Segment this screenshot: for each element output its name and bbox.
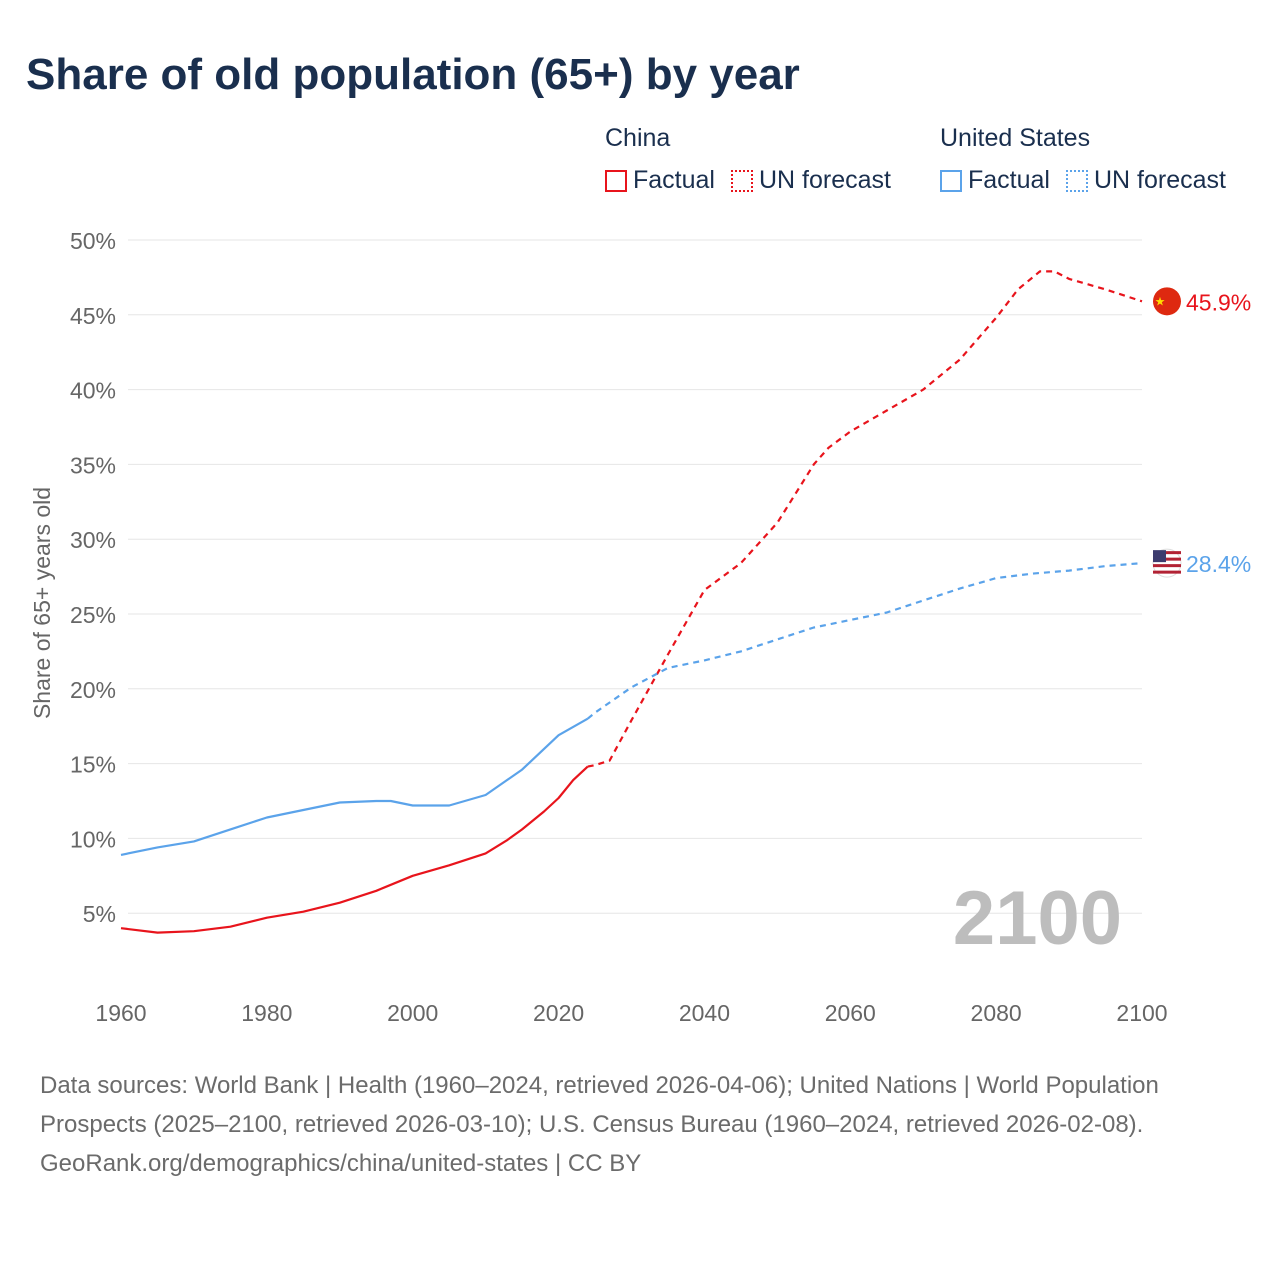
y-axis-label: Share of 65+ years old	[29, 487, 55, 719]
us-flag-stripe-icon	[1153, 557, 1181, 561]
legend-china-factual[interactable]: Factual	[605, 166, 715, 195]
solid-swatch-icon	[940, 169, 962, 192]
y-tick-label: 35%	[70, 452, 116, 478]
us-flag-stripe-icon	[1153, 551, 1181, 555]
end-label-china: 45.9%	[1186, 289, 1251, 315]
legend-china: Factual UN forecast	[605, 166, 891, 195]
series-line-1	[587, 270, 1143, 768]
dotted-swatch-icon	[730, 169, 753, 192]
x-tick-label: 2080	[971, 1000, 1022, 1026]
us-flag-stripe-icon	[1153, 564, 1181, 568]
legend-group-us-label: United States	[940, 124, 1091, 152]
x-tick-label: 1960	[95, 1000, 146, 1026]
legend-china-forecast[interactable]: UN forecast	[730, 166, 891, 195]
x-tick-label: 1980	[241, 1000, 292, 1026]
y-tick-label: 45%	[70, 303, 116, 329]
legend-label: Factual	[633, 166, 715, 194]
x-tick-label: 2100	[1116, 1000, 1167, 1026]
series-line-0	[120, 765, 589, 934]
us-flag-stripe-icon	[1153, 570, 1181, 574]
legend-us-factual[interactable]: Factual	[940, 166, 1050, 195]
legend-label: Factual	[968, 166, 1050, 194]
series-line-2	[120, 717, 589, 856]
china-flag-star-icon: ★	[1155, 294, 1166, 308]
series-line-3	[587, 562, 1143, 720]
x-tick-label: 2060	[825, 1000, 876, 1026]
legend-us: Factual UN forecast	[940, 166, 1226, 195]
x-tick-label: 2040	[679, 1000, 730, 1026]
y-tick-label: 25%	[70, 602, 116, 628]
year-watermark: 2100	[953, 876, 1122, 961]
end-label-us: 28.4%	[1186, 551, 1251, 577]
x-tick-label: 2000	[387, 1000, 438, 1026]
y-tick-label: 15%	[70, 752, 116, 778]
footer: Data sources: World Bank | Health (1960–…	[40, 1066, 1240, 1183]
page-title: Share of old population (65+) by year	[26, 50, 800, 99]
y-tick-label: 5%	[83, 901, 116, 927]
dotted-swatch-icon	[1065, 169, 1088, 192]
china-flag-icon	[1153, 287, 1181, 316]
us-flag-canton-icon	[1153, 550, 1166, 563]
solid-swatch-icon	[605, 169, 627, 192]
y-tick-label: 30%	[70, 527, 116, 553]
y-tick-label: 40%	[70, 378, 116, 404]
legend-group-china-label: China	[605, 124, 671, 152]
y-tick-label: 20%	[70, 677, 116, 703]
legend-label: UN forecast	[758, 166, 891, 194]
y-tick-label: 10%	[70, 826, 116, 852]
credit-link[interactable]: GeoRank.org/demographics/china/united-st…	[40, 1150, 642, 1177]
y-tick-label: 50%	[70, 228, 116, 254]
legend-label: UN forecast	[1093, 166, 1226, 194]
data-sources: Data sources: World Bank | Health (1960–…	[40, 1072, 1159, 1138]
legend-us-forecast[interactable]: UN forecast	[1065, 166, 1226, 195]
x-tick-label: 2020	[533, 1000, 584, 1026]
